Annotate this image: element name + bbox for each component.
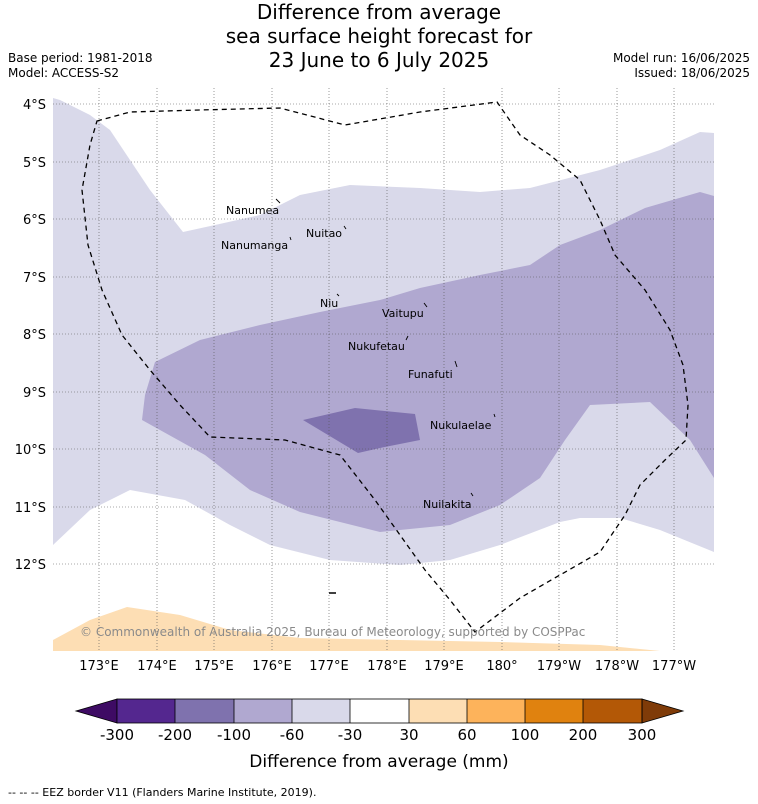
place-nanumanga: Nanumanga xyxy=(221,239,288,252)
model-run: Model run: 16/06/2025 xyxy=(612,51,750,65)
copyright-notice: © Commonwealth of Australia 2025, Bureau… xyxy=(80,625,585,639)
lon-label-176e: 176°E xyxy=(252,659,292,674)
colorbar-segment-2 xyxy=(175,699,234,723)
lat-label-7s: 7°S xyxy=(23,271,46,286)
lon-label-178w: 178°W xyxy=(595,659,639,674)
colorbar-outline xyxy=(116,698,643,724)
colorbar-tick-9: 200 xyxy=(569,726,598,744)
place-funafuti: Funafuti xyxy=(408,368,453,381)
colorbar-segment-5 xyxy=(350,699,409,723)
place-nukufetau: Nukufetau xyxy=(348,340,405,353)
anomaly-band-positive xyxy=(53,607,660,651)
latitude-labels: 4°S 5°S 6°S 7°S 8°S 9°S 10°S 11°S 12°S xyxy=(15,98,46,573)
colorbar-segment-3 xyxy=(234,699,292,723)
colorbar-segment-6 xyxy=(409,699,467,723)
marker-nanumea xyxy=(275,198,281,204)
lon-label-177w: 177°W xyxy=(652,659,696,674)
lon-label-180: 180° xyxy=(486,659,517,674)
lat-label-9s: 9°S xyxy=(23,386,46,401)
meta-right: Model run: 16/06/2025 Issued: 18/06/2025 xyxy=(613,51,750,81)
marker-niu xyxy=(336,293,340,297)
colorbar-segment-8 xyxy=(525,699,583,723)
colorbar-segment-1 xyxy=(117,699,175,723)
eez-footnote: -- -- -- EEZ border V11 (Flanders Marine… xyxy=(8,786,317,799)
colorbar-tick-3: -100 xyxy=(217,726,251,744)
place-niu: Niu xyxy=(320,297,338,310)
colorbar-segment-7 xyxy=(467,699,525,723)
model-name: Model: ACCESS-S2 xyxy=(8,66,120,80)
colorbar-tick-8: 100 xyxy=(511,726,540,744)
lat-label-6s: 6°S xyxy=(23,213,46,228)
marker-nuilakita xyxy=(470,492,474,497)
place-nanumea: Nanumea xyxy=(226,204,279,217)
map-gridlines xyxy=(53,88,714,651)
marker-nuitao xyxy=(343,225,347,230)
marker-nukulaelae xyxy=(493,413,496,418)
place-nuilakita: Nuilakita xyxy=(423,498,472,511)
longitude-labels: 173°E 174°E 175°E 176°E 177°E 178°E 179°… xyxy=(79,659,696,674)
lat-label-4s: 4°S xyxy=(23,98,46,113)
colorbar-tick-1: -300 xyxy=(100,726,134,744)
lat-label-12s: 12°S xyxy=(15,558,46,573)
place-vaitupu: Vaitupu xyxy=(382,307,424,320)
colorbar-tick-2: -200 xyxy=(158,726,192,744)
marker-funafuti xyxy=(454,360,458,368)
lon-label-179e: 179°E xyxy=(424,659,464,674)
lat-label-10s: 10°S xyxy=(15,443,46,458)
issued-date: Issued: 18/06/2025 xyxy=(634,66,750,80)
map-title: Difference from average sea surface heig… xyxy=(0,0,758,72)
lon-label-175e: 175°E xyxy=(194,659,234,674)
map-plot-area xyxy=(53,98,714,651)
island-markers xyxy=(275,198,496,497)
lon-label-174e: 174°E xyxy=(137,659,177,674)
lat-label-5s: 5°S xyxy=(23,156,46,171)
lon-label-179w: 179°W xyxy=(537,659,581,674)
anomaly-band-dark xyxy=(303,408,420,453)
marker-nanumanga xyxy=(289,236,292,241)
anomaly-band-medium xyxy=(142,192,714,532)
colorbar-tick-10: 300 xyxy=(628,726,657,744)
colorbar-tick-5: -30 xyxy=(338,726,363,744)
colorbar: -300 -200 -100 -60 -30 30 60 100 200 300… xyxy=(74,698,685,772)
colorbar-tick-6: 30 xyxy=(399,726,418,744)
marker-vaitupu xyxy=(423,302,428,308)
title-line-3: 23 June to 6 July 2025 xyxy=(268,48,490,72)
lat-label-8s: 8°S xyxy=(23,328,46,343)
colorbar-title: Difference from average (mm) xyxy=(249,752,508,772)
colorbar-overflow xyxy=(641,698,685,724)
place-nuitao: Nuitao xyxy=(306,227,342,240)
place-labels: Nanumea Nuitao Nanumanga Niu Vaitupu Nuk… xyxy=(221,204,492,511)
title-line-2: sea surface height forecast for xyxy=(225,24,533,48)
colorbar-segment-4 xyxy=(292,699,350,723)
lon-label-177e: 177°E xyxy=(309,659,349,674)
lon-label-178e: 178°E xyxy=(367,659,407,674)
marker-nukufetau xyxy=(405,335,409,341)
colorbar-tick-4: -60 xyxy=(280,726,305,744)
meta-left: Base period: 1981-2018 Model: ACCESS-S2 xyxy=(8,51,153,81)
colorbar-tick-7: 60 xyxy=(457,726,476,744)
colorbar-dividers xyxy=(174,699,584,723)
lat-label-11s: 11°S xyxy=(15,501,46,516)
eez-border xyxy=(81,101,689,633)
colorbar-segment-9 xyxy=(583,699,642,723)
base-period: Base period: 1981-2018 xyxy=(8,51,153,65)
title-line-1: Difference from average xyxy=(256,0,502,24)
place-nukulaelae: Nukulaelae xyxy=(430,419,492,432)
lon-label-173e: 173°E xyxy=(79,659,119,674)
colorbar-underflow xyxy=(74,698,118,724)
